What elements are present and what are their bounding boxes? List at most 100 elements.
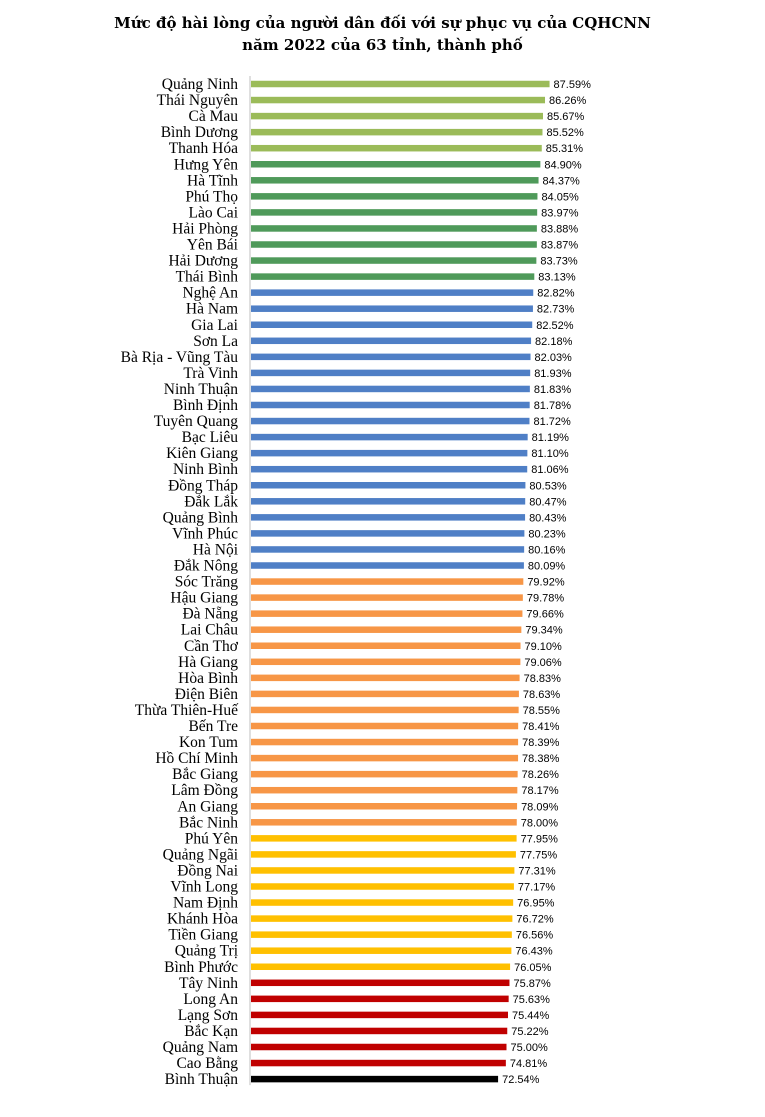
category-label: Đắk Nông <box>174 558 238 575</box>
data-label: 82.18% <box>535 336 573 348</box>
data-label: 75.22% <box>511 1026 549 1038</box>
bar <box>251 835 517 842</box>
bar <box>251 690 519 698</box>
data-label: 85.52% <box>546 127 584 139</box>
category-label: Tuyên Quang <box>154 413 239 430</box>
bar <box>251 482 526 489</box>
category-label: Quảng Trị <box>175 943 239 960</box>
category-label: Long An <box>183 991 238 1008</box>
bar <box>251 241 537 248</box>
bar <box>251 417 530 425</box>
data-label: 78.63% <box>523 689 561 701</box>
category-label: Kiên Giang <box>166 445 238 462</box>
data-label: 78.26% <box>522 769 560 781</box>
category-label: Hà Giang <box>178 654 238 671</box>
category-label: Thừa Thiên-Huế <box>135 702 239 719</box>
bar <box>251 867 515 874</box>
category-label: Bà Rịa - Vũng Tàu <box>121 349 239 366</box>
bar <box>251 449 528 457</box>
data-label: 85.31% <box>546 143 584 155</box>
data-label: 81.06% <box>531 464 569 476</box>
category-label: Hưng Yên <box>174 156 238 173</box>
category-label: Hải Dương <box>168 253 238 270</box>
bar <box>251 546 525 553</box>
bar <box>251 578 524 585</box>
bar <box>251 1011 509 1019</box>
data-label: 75.87% <box>513 978 551 990</box>
data-label: 76.05% <box>514 962 552 974</box>
category-label: Bình Phước <box>164 959 238 976</box>
category-label: Yên Bái <box>187 237 239 254</box>
data-label: 83.87% <box>541 240 579 252</box>
category-label: Đồng Nai <box>177 862 238 879</box>
bar <box>251 514 526 521</box>
bar <box>251 112 543 120</box>
bar <box>251 626 522 633</box>
category-label: Hà Nam <box>186 301 238 318</box>
data-label: 78.39% <box>522 737 560 749</box>
category-label: Thái Bình <box>176 269 239 286</box>
bar <box>251 931 512 938</box>
data-label: 74.81% <box>510 1058 548 1070</box>
bar <box>251 128 543 136</box>
bar <box>251 369 531 377</box>
bar <box>251 963 511 970</box>
data-label: 82.82% <box>537 288 575 300</box>
bar <box>251 674 520 682</box>
bar <box>251 706 519 714</box>
data-label: 84.05% <box>541 191 579 203</box>
data-label: 82.52% <box>536 320 574 332</box>
data-label: 75.00% <box>511 1042 549 1054</box>
bar <box>251 770 518 778</box>
data-label: 87.59% <box>554 79 592 91</box>
bar <box>251 273 535 280</box>
data-label: 83.97% <box>541 207 579 219</box>
data-label: 80.23% <box>528 528 566 540</box>
data-label: 78.83% <box>524 673 562 685</box>
bar <box>251 562 524 569</box>
bar <box>251 899 514 906</box>
category-label: Đà Nẵng <box>182 606 238 623</box>
bar <box>251 610 523 617</box>
category-label: Quảng Ngãi <box>163 846 239 863</box>
bar <box>251 1043 507 1051</box>
bar <box>251 786 518 794</box>
category-label: Đồng Tháp <box>168 477 238 494</box>
data-label: 80.16% <box>528 544 566 556</box>
data-label: 72.54% <box>502 1074 540 1086</box>
bar <box>251 1027 508 1035</box>
data-label: 84.90% <box>544 159 582 171</box>
category-label: Tiền Giang <box>168 927 238 944</box>
bar <box>251 177 539 184</box>
category-label: Hà Tĩnh <box>187 172 238 189</box>
data-label: 75.63% <box>513 994 551 1006</box>
data-label: 86.26% <box>549 95 587 107</box>
category-label: Bến Tre <box>188 718 238 735</box>
category-label: Quảng Ninh <box>162 76 238 93</box>
bar <box>251 738 519 746</box>
bar <box>251 161 541 168</box>
chart-title-line1: Mức độ hài lòng của người dân đối với sự… <box>114 14 651 32</box>
data-label: 78.38% <box>522 753 560 765</box>
category-label: Sóc Trăng <box>175 574 239 591</box>
data-label: 78.17% <box>521 785 559 797</box>
data-label: 76.72% <box>516 914 554 926</box>
category-label: Hà Nội <box>193 541 239 558</box>
bar <box>251 401 530 409</box>
category-label: Quảng Bình <box>163 509 239 526</box>
data-label: 79.06% <box>524 657 562 669</box>
category-label: Hồ Chí Minh <box>155 750 238 767</box>
bar <box>251 305 533 312</box>
category-label: Vĩnh Long <box>170 879 238 896</box>
data-label: 82.03% <box>535 352 573 364</box>
category-label: Điện Biên <box>175 686 239 703</box>
bar <box>251 722 519 730</box>
category-label: Sơn La <box>193 333 238 350</box>
category-label: Bắc Ninh <box>179 814 238 831</box>
category-label: Bắc Giang <box>172 766 238 783</box>
category-label: Trà Vinh <box>183 365 238 382</box>
category-label: Khánh Hòa <box>167 911 238 928</box>
bar <box>251 353 531 361</box>
category-label: Ninh Thuận <box>164 381 238 398</box>
